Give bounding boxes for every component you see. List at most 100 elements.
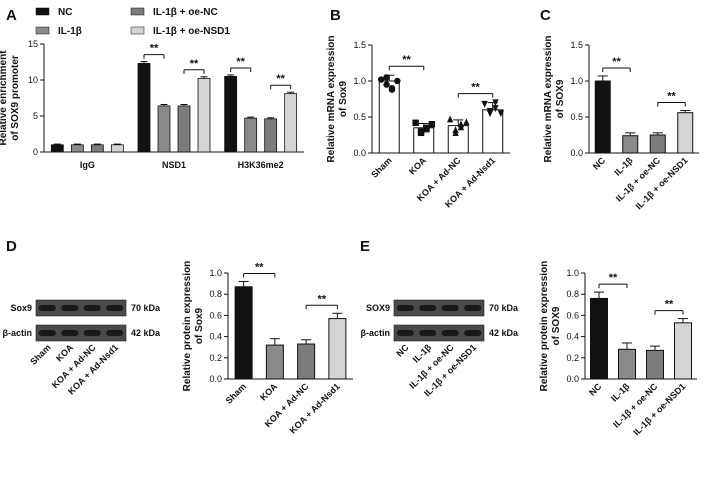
significance-label: ** <box>402 54 411 66</box>
panel-e-chart: 0.0 0.2 0.4 0.6 0.8 1.0 Relative protein expre… <box>539 261 697 437</box>
y-axis-label-line: Relative enrichment <box>0 50 9 146</box>
bar <box>70 144 84 153</box>
bar <box>677 112 694 154</box>
blot-band <box>464 330 482 336</box>
data-point <box>428 121 436 128</box>
y-tick-label: 15 <box>28 39 38 49</box>
data-point <box>463 118 470 126</box>
blot-band <box>419 330 437 336</box>
blot-weight-label: 70 kDa <box>489 303 519 313</box>
significance-label: ** <box>276 73 285 85</box>
bar <box>649 134 666 154</box>
bar <box>137 63 151 153</box>
y-tick-label: 1.0 <box>209 268 222 278</box>
blot-strip <box>393 324 485 342</box>
bar <box>590 297 608 380</box>
data-point <box>486 108 494 115</box>
y-tick-label: 5 <box>33 111 38 121</box>
blot-background <box>35 299 127 317</box>
significance-label: ** <box>612 56 621 68</box>
bar <box>378 80 400 154</box>
y-axis-label-line: Relative mRNA expression <box>543 36 554 163</box>
y-axis-label-line: of SOX9 <box>555 79 566 118</box>
bar <box>482 109 504 154</box>
bar <box>197 78 211 153</box>
legend-label: NC <box>58 7 72 18</box>
y-axis-label: Relative protein expressionof Sox9 <box>182 261 205 392</box>
y-tick-label: 0.5 <box>570 112 583 122</box>
data-point <box>388 86 396 93</box>
y-tick-label: 0.5 <box>353 112 366 122</box>
y-tick-label: 0.4 <box>566 332 579 342</box>
blot-protein-label: β-actin <box>3 328 33 338</box>
x-tick-label: IL-1β + oe-NSD1 <box>634 155 690 211</box>
data-point <box>492 99 499 107</box>
panel-c-chart: 0.0 0.5 1.0 1.5 Relative mRNA expressionof S… <box>543 36 699 211</box>
y-axis-label-line: Relative protein expression <box>182 261 193 392</box>
blot-band <box>83 305 101 311</box>
y-tick-label: 0.6 <box>209 310 222 320</box>
data-point <box>383 74 390 81</box>
x-tick-label: IgG <box>80 160 95 170</box>
blot-band <box>464 305 482 311</box>
y-axis-label: Relative mRNA expressionof Sox9 <box>326 36 349 163</box>
significance-label: ** <box>255 261 264 273</box>
x-tick-label: KOA <box>258 381 280 403</box>
blot-weight-label: 42 kDa <box>489 328 519 338</box>
y-tick-label: 0.0 <box>570 148 583 158</box>
legend-item: NC <box>35 7 72 18</box>
significance-label: ** <box>190 58 199 70</box>
bar <box>646 349 664 380</box>
data-point <box>394 77 401 85</box>
x-tick-label: NC <box>587 381 604 398</box>
y-tick-label: 0.2 <box>566 353 579 363</box>
significance-label: ** <box>667 91 676 103</box>
y-tick-label: 0.4 <box>209 332 222 342</box>
x-tick-label: H3K36me2 <box>238 160 284 170</box>
blot-strip <box>35 324 127 342</box>
x-tick-label: IL-1β <box>609 381 632 404</box>
y-axis-label: Relative mRNA expressionof SOX9 <box>543 36 566 163</box>
panel-label-e: E <box>360 238 370 255</box>
legend-label: IL-1β + oe-NSD1 <box>153 26 230 37</box>
bar <box>224 76 238 153</box>
y-tick-label: 0 <box>33 147 38 157</box>
blot-weight-label: 70 kDa <box>131 303 161 313</box>
x-tick-label: NC <box>591 155 608 172</box>
y-tick-label: 0.0 <box>353 148 366 158</box>
blot-band <box>106 305 124 311</box>
bar <box>594 80 611 154</box>
y-tick-label: 10 <box>28 75 38 85</box>
legend-item: IL-1β + oe-NSD1 <box>130 26 230 37</box>
data-point <box>446 115 454 123</box>
x-tick-label: Sham <box>369 155 393 179</box>
panel-d-chart: 0.0 0.2 0.4 0.6 0.8 1.0 Relative protein expre… <box>182 261 353 436</box>
y-tick-label: 1.5 <box>570 40 583 50</box>
bar <box>90 144 104 153</box>
data-point <box>492 105 499 113</box>
blot-strip <box>35 299 127 317</box>
bar <box>264 118 278 153</box>
blot-band <box>441 330 459 336</box>
blot-band <box>419 305 437 311</box>
significance-label: ** <box>150 43 159 55</box>
bar <box>265 344 284 380</box>
legend-swatch <box>130 7 145 16</box>
blot-band <box>61 305 79 311</box>
bar <box>177 105 191 153</box>
blot-band <box>441 305 459 311</box>
y-tick-label: 0.8 <box>566 289 579 299</box>
blot-band <box>38 305 56 311</box>
y-tick-label: 0.0 <box>566 374 579 384</box>
bar <box>50 144 64 153</box>
y-tick-label: 0.6 <box>566 310 579 320</box>
bar <box>244 117 258 153</box>
y-tick-label: 0.0 <box>209 374 222 384</box>
y-axis-label: Relative protein expressionof SOX9 <box>539 261 562 392</box>
y-axis-label-line: of SOX9 <box>551 306 562 345</box>
y-tick-label: 0.8 <box>209 289 222 299</box>
data-point <box>383 81 390 88</box>
significance-label: ** <box>471 82 480 94</box>
